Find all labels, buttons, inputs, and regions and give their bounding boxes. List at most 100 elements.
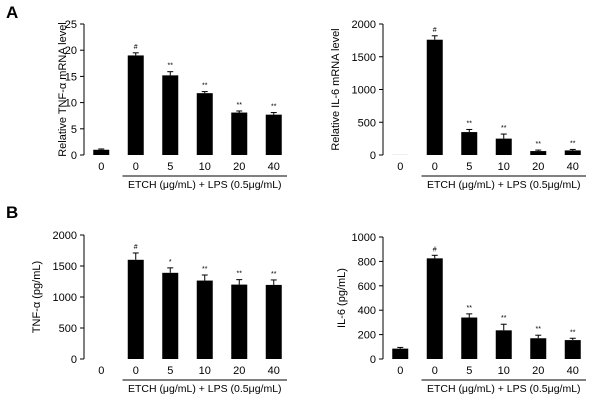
y-tick-label: 800 <box>358 256 376 268</box>
bar <box>426 258 443 359</box>
chart-3: 0 500 1000 1500 2000 TNF-α (pg/mL) 0 #0 * 5 ** 10 **… <box>31 230 287 395</box>
x-tick-label: 5 <box>466 365 472 377</box>
significance-mark: ** <box>271 271 277 278</box>
y-tick-label: 15 <box>65 71 77 83</box>
bar <box>392 348 409 359</box>
x-tick-label: 5 <box>167 365 173 377</box>
significance-mark: ** <box>467 305 473 312</box>
x-tick-label: 0 <box>133 365 139 377</box>
y-tick-label: 200 <box>358 330 376 342</box>
y-tick-label: 500 <box>358 117 376 129</box>
y-tick-label: 600 <box>358 281 376 293</box>
bar <box>265 284 282 359</box>
y-tick-label: 2000 <box>53 230 77 242</box>
y-tick-label: 10 <box>65 98 77 110</box>
significance-mark: # <box>433 246 437 253</box>
bar <box>162 75 179 155</box>
y-tick-label: 25 <box>65 19 77 31</box>
x-tick-label: 40 <box>268 161 280 173</box>
y-axis-title: IL-6 (pg/mL) <box>336 268 348 328</box>
x-tick-label: 0 <box>397 161 403 173</box>
x-tick-label: 5 <box>466 161 472 173</box>
x-tick-label: 10 <box>199 365 211 377</box>
significance-mark: ** <box>202 266 208 273</box>
bar <box>530 338 547 359</box>
bar <box>530 151 547 155</box>
x-tick-label: 10 <box>498 365 510 377</box>
y-tick-label: 2000 <box>352 19 376 31</box>
y-tick-label: 0 <box>71 354 77 366</box>
chart-4: 0 200 400 600 800 1000 IL-6 (pg/mL) 0 #0 ** 5 ** 10 *… <box>336 232 586 395</box>
significance-mark: ** <box>501 315 507 322</box>
y-tick-label: 5 <box>71 124 77 136</box>
bar <box>196 93 213 155</box>
y-axis-title: Relative IL-6 mRNA level <box>330 28 342 150</box>
x-tick-label: 20 <box>233 365 245 377</box>
y-tick-label: 1000 <box>352 232 376 244</box>
treatment-label: ETCH (μg/mL) + LPS (0.5μg/mL) <box>427 179 581 191</box>
treatment-label: ETCH (μg/mL) + LPS (0.5μg/mL) <box>128 179 282 191</box>
y-tick-label: 400 <box>358 305 376 317</box>
significance-mark: ** <box>168 63 174 70</box>
panel-label-b: B <box>6 203 18 222</box>
significance-mark: ** <box>501 125 507 132</box>
significance-mark: ** <box>271 104 277 111</box>
significance-mark: * <box>169 259 172 266</box>
bar <box>461 132 478 155</box>
x-tick-label: 0 <box>432 365 438 377</box>
bar <box>495 138 512 155</box>
x-tick-label: 20 <box>233 161 245 173</box>
significance-mark: ** <box>536 326 542 333</box>
bar <box>564 150 581 155</box>
x-tick-label: 40 <box>567 161 579 173</box>
significance-mark: # <box>433 27 437 34</box>
x-tick-label: 0 <box>397 365 403 377</box>
significance-mark: ** <box>237 102 243 109</box>
bar <box>495 330 512 359</box>
panel-label-a: A <box>6 3 18 22</box>
bar <box>196 280 213 359</box>
y-tick-label: 0 <box>370 354 376 366</box>
y-tick-label: 1500 <box>352 52 376 64</box>
x-tick-label: 20 <box>532 365 544 377</box>
y-tick-label: 0 <box>370 150 376 162</box>
y-axis-title: TNF-α (pg/mL) <box>31 261 43 333</box>
significance-mark: ** <box>570 329 576 336</box>
x-tick-label: 10 <box>199 161 211 173</box>
bar <box>127 55 144 155</box>
y-tick-label: 20 <box>65 45 77 57</box>
significance-mark: ** <box>570 140 576 147</box>
bar <box>461 317 478 359</box>
x-tick-label: 40 <box>268 365 280 377</box>
bar <box>231 284 248 359</box>
x-tick-label: 0 <box>432 161 438 173</box>
x-tick-label: 10 <box>498 161 510 173</box>
y-tick-label: 1000 <box>352 85 376 97</box>
significance-mark: # <box>134 44 138 51</box>
x-tick-label: 0 <box>98 161 104 173</box>
significance-mark: # <box>134 244 138 251</box>
bar <box>231 112 248 155</box>
bar <box>162 272 179 359</box>
bar <box>426 39 443 155</box>
significance-mark: ** <box>202 83 208 90</box>
x-tick-label: 0 <box>98 365 104 377</box>
x-tick-label: 40 <box>567 365 579 377</box>
bar <box>93 149 110 155</box>
significance-mark: ** <box>237 271 243 278</box>
bar <box>127 259 144 359</box>
significance-mark: ** <box>536 141 542 148</box>
y-tick-label: 1000 <box>53 292 77 304</box>
y-axis-title: Relative TNF-α mRNA level <box>57 22 69 157</box>
y-tick-label: 1500 <box>53 261 77 273</box>
y-tick-label: 0 <box>71 150 77 162</box>
bar <box>564 340 581 359</box>
x-tick-label: 0 <box>133 161 139 173</box>
bar <box>265 114 282 155</box>
x-tick-label: 5 <box>167 161 173 173</box>
treatment-label: ETCH (μg/mL) + LPS (0.5μg/mL) <box>427 383 581 395</box>
